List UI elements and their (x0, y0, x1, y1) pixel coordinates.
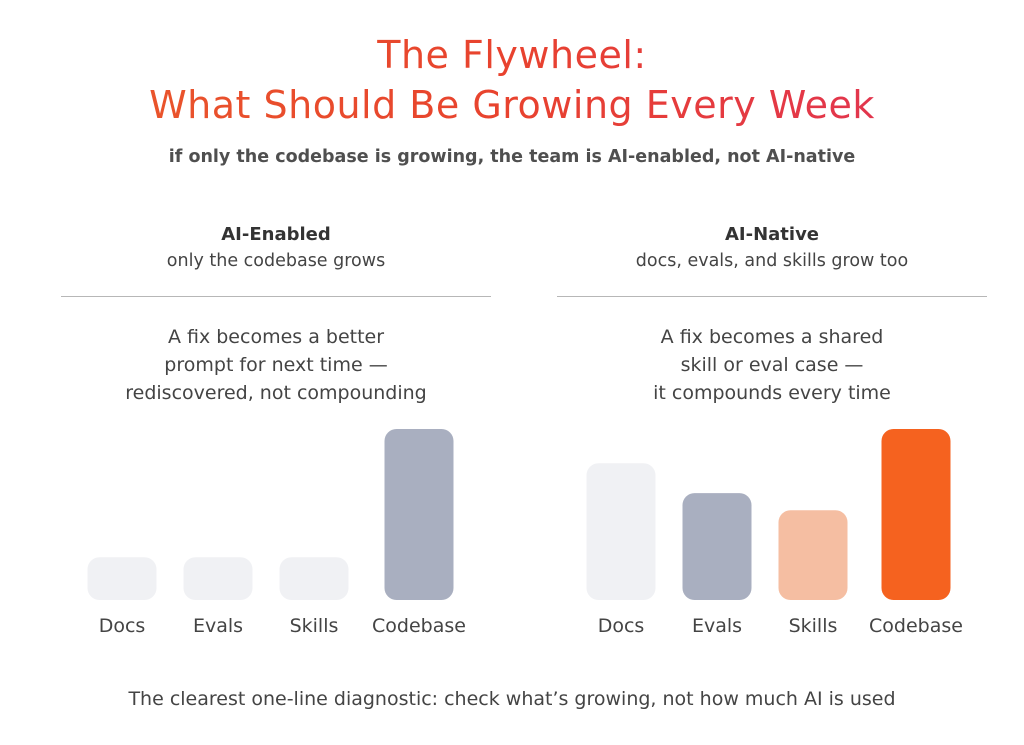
bar-docs (87, 557, 157, 600)
bar-codebase (384, 429, 454, 600)
bar-codebase (881, 429, 951, 600)
category-label-docs: Docs (598, 615, 645, 637)
panel-description: A fix becomes a better prompt for next t… (61, 323, 491, 407)
panel-description-line: A fix becomes a better (167, 326, 385, 348)
bar-evals (682, 493, 752, 600)
footer-diagnostic: The clearest one-line diagnostic: check … (128, 688, 896, 710)
growth-bar-charts: Docs Evals Skills Codebase Docs Evals Skills Co… (87, 429, 963, 637)
category-label-evals: Evals (193, 615, 243, 637)
panel-description-line: rediscovered, not compounding (125, 382, 427, 404)
panel-heading: AI-Native (724, 224, 820, 245)
title-line-2: What Should Be Growing Every Week (0, 80, 1024, 130)
category-label-docs: Docs (99, 615, 146, 637)
bar-evals (183, 557, 253, 600)
panel-description-line: skill or eval case — (680, 354, 864, 376)
category-label-evals: Evals (692, 615, 742, 637)
panel-heading: AI-Enabled (221, 224, 331, 245)
chart-ai-native: Docs Evals Skills Codebase (586, 429, 963, 637)
title-line-1: The Flywheel: (0, 30, 1024, 80)
bar-skills (778, 510, 848, 600)
category-label-codebase: Codebase (372, 615, 466, 637)
panel-description-line: A fix becomes a shared (660, 326, 884, 348)
panel-subheading: only the codebase grows (166, 251, 386, 271)
panel-ai-native: AI-Native docs, evals, and skills grow t… (557, 222, 987, 407)
chart-ai-enabled: Docs Evals Skills Codebase (87, 429, 466, 637)
category-label-skills: Skills (789, 615, 838, 637)
panel-description-line: it compounds every time (653, 382, 891, 404)
category-label-codebase: Codebase (869, 615, 963, 637)
bar-skills (279, 557, 349, 600)
panel-ai-enabled: AI-Enabled only the codebase grows A fix… (61, 222, 491, 407)
panel-divider (61, 296, 491, 297)
panel-description-line: prompt for next time — (164, 354, 388, 376)
page-subtitle: if only the codebase is growing, the tea… (168, 147, 856, 167)
page-title: The Flywheel: What Should Be Growing Eve… (0, 30, 1024, 130)
panel-description: A fix becomes a shared skill or eval cas… (557, 323, 987, 407)
panel-divider (557, 296, 987, 297)
category-label-skills: Skills (290, 615, 339, 637)
bar-docs (586, 463, 656, 600)
panel-subheading: docs, evals, and skills grow too (635, 251, 909, 271)
